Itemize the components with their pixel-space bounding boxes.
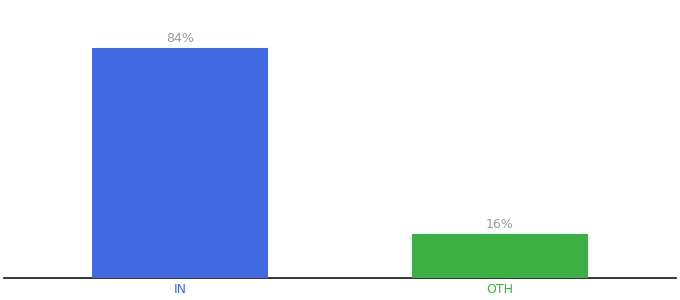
Bar [92, 48, 268, 278]
Text: 16%: 16% [486, 218, 514, 231]
Text: 84%: 84% [166, 32, 194, 45]
Bar [412, 234, 588, 278]
